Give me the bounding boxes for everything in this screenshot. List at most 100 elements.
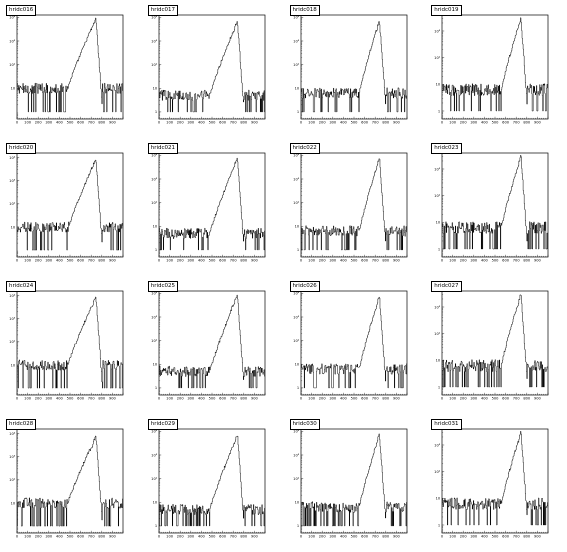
x-tick-label: 300 xyxy=(329,259,337,263)
y-tick-label: 1 xyxy=(296,524,298,528)
x-tick-label: 800 xyxy=(240,535,248,539)
y-tick-label: 10 xyxy=(436,497,441,501)
x-tick-label: 0 xyxy=(158,121,161,125)
x-tick-label: 600 xyxy=(77,397,85,401)
x-tick-label: 100 xyxy=(308,397,316,401)
y-tick-label: 10² xyxy=(151,477,158,481)
x-tick-label: 700 xyxy=(88,259,96,263)
histogram-plot: 0 100 200 300 400 500 600 700 800 900 1 10 10² 10³ 10⁴ xyxy=(151,152,266,263)
x-tick-label: 300 xyxy=(329,397,337,401)
x-tick-label: 900 xyxy=(392,535,400,539)
y-tick-label: 10³ xyxy=(9,39,16,43)
y-tick-label: 10² xyxy=(9,202,16,206)
panel-title: hridc017 xyxy=(147,5,179,16)
y-tick-label: 10³ xyxy=(151,177,158,181)
x-tick-label: 500 xyxy=(208,259,216,263)
y-tick-label: 10² xyxy=(293,63,300,67)
x-tick-label: 700 xyxy=(371,121,379,125)
y-tick-label: 10³ xyxy=(293,39,300,43)
histogram-plot: 0 100 200 300 400 500 600 700 800 900 1 10 10² 10³ 10⁴ xyxy=(293,290,407,401)
y-tick-label: 10 xyxy=(11,225,16,229)
x-tick-label: 100 xyxy=(24,121,32,125)
x-tick-label: 900 xyxy=(392,397,400,401)
x-tick-label: 800 xyxy=(98,259,106,263)
x-tick-label: 200 xyxy=(318,121,326,125)
x-tick-label: 300 xyxy=(187,535,195,539)
x-tick-label: 600 xyxy=(502,535,510,539)
panel-title: hridc024 xyxy=(6,281,37,292)
panel-title: hridc022 xyxy=(289,143,320,154)
histogram-panel: 0 100 200 300 400 500 600 700 800 900 1 10 10² 10³ 10⁴… xyxy=(142,138,283,276)
x-tick-label: 500 xyxy=(67,121,75,125)
y-tick-label: 10³ xyxy=(434,29,441,33)
y-tick-label: 10² xyxy=(434,470,441,474)
histogram-plot: 0 100 200 300 400 500 600 700 800 900 10 10² 10³ 10⁴ xyxy=(9,428,124,539)
x-tick-label: 200 xyxy=(35,397,43,401)
x-tick-label: 700 xyxy=(513,397,521,401)
x-tick-label: 400 xyxy=(198,535,206,539)
x-tick-label: 400 xyxy=(339,121,347,125)
y-tick-label: 10² xyxy=(293,201,300,205)
x-tick-label: 700 xyxy=(88,121,96,125)
y-tick-label: 10⁴ xyxy=(151,16,158,20)
x-tick-label: 300 xyxy=(329,535,337,539)
y-tick-label: 10⁴ xyxy=(9,156,16,160)
x-tick-label: 0 xyxy=(16,259,19,263)
x-tick-label: 800 xyxy=(98,121,106,125)
y-tick-label: 10⁴ xyxy=(9,432,16,436)
histogram-plot: 0 100 200 300 400 500 600 700 800 900 1 10 10² 10³ 10⁴ xyxy=(293,14,407,125)
x-tick-label: 200 xyxy=(460,121,468,125)
histogram-series-line xyxy=(442,17,549,112)
x-tick-label: 900 xyxy=(392,121,400,125)
panel-title: hridc021 xyxy=(147,143,179,154)
x-tick-label: 400 xyxy=(339,535,347,539)
x-tick-label: 300 xyxy=(45,535,53,539)
x-tick-label: 800 xyxy=(240,121,248,125)
x-tick-label: 600 xyxy=(219,397,227,401)
x-tick-label: 200 xyxy=(318,397,326,401)
x-tick-label: 0 xyxy=(299,259,302,263)
y-tick-label: 10 xyxy=(152,501,157,505)
x-tick-label: 500 xyxy=(350,121,358,125)
y-tick-label: 1 xyxy=(296,110,298,114)
x-tick-label: 300 xyxy=(471,121,479,125)
histogram-series-line xyxy=(300,433,407,527)
x-tick-label: 200 xyxy=(318,535,326,539)
x-tick-label: 700 xyxy=(230,121,238,125)
panel-title: hridc018 xyxy=(289,5,320,16)
x-tick-label: 900 xyxy=(534,121,542,125)
x-tick-label: 800 xyxy=(524,397,532,401)
y-tick-label: 10³ xyxy=(434,305,441,309)
x-tick-label: 600 xyxy=(502,397,510,401)
x-tick-label: 500 xyxy=(350,535,358,539)
histogram-plot: 0 100 200 300 400 500 600 700 800 900 10 10² 10³ 10⁴ xyxy=(9,152,124,263)
x-tick-label: 600 xyxy=(502,121,510,125)
y-tick-label: 10³ xyxy=(293,315,300,319)
x-tick-label: 100 xyxy=(166,121,174,125)
x-tick-label: 600 xyxy=(77,259,85,263)
y-tick-label: 10³ xyxy=(9,179,16,183)
x-tick-label: 500 xyxy=(67,397,75,401)
y-tick-label: 10³ xyxy=(151,39,158,43)
histogram-plot: 0 100 200 300 400 500 600 700 800 900 1 10 10² 10³ 10⁴ xyxy=(151,428,266,539)
x-tick-label: 200 xyxy=(318,259,326,263)
histogram-series-line xyxy=(17,435,123,527)
x-tick-label: 500 xyxy=(492,535,500,539)
x-tick-label: 600 xyxy=(219,121,227,125)
histogram-series-line xyxy=(17,159,123,251)
histogram-plot: 0 100 200 300 400 500 600 700 800 900 1 10 10² 10³ 10⁴ xyxy=(293,428,407,539)
y-tick-label: 10³ xyxy=(151,315,158,319)
x-tick-label: 800 xyxy=(524,259,532,263)
x-tick-label: 900 xyxy=(109,121,117,125)
x-tick-label: 400 xyxy=(198,259,206,263)
x-tick-label: 800 xyxy=(524,535,532,539)
x-tick-label: 400 xyxy=(481,259,489,263)
y-tick-label: 10 xyxy=(11,501,16,505)
histogram-panel: 0 100 200 300 400 500 600 700 800 900 10 10² 10³ 10⁴ h… xyxy=(0,138,141,276)
x-tick-label: 900 xyxy=(109,535,117,539)
x-tick-label: 100 xyxy=(24,259,32,263)
x-tick-label: 400 xyxy=(56,535,64,539)
y-tick-label: 1 xyxy=(296,248,298,252)
y-tick-label: 10⁴ xyxy=(9,16,16,20)
histogram-series-line xyxy=(300,296,407,389)
